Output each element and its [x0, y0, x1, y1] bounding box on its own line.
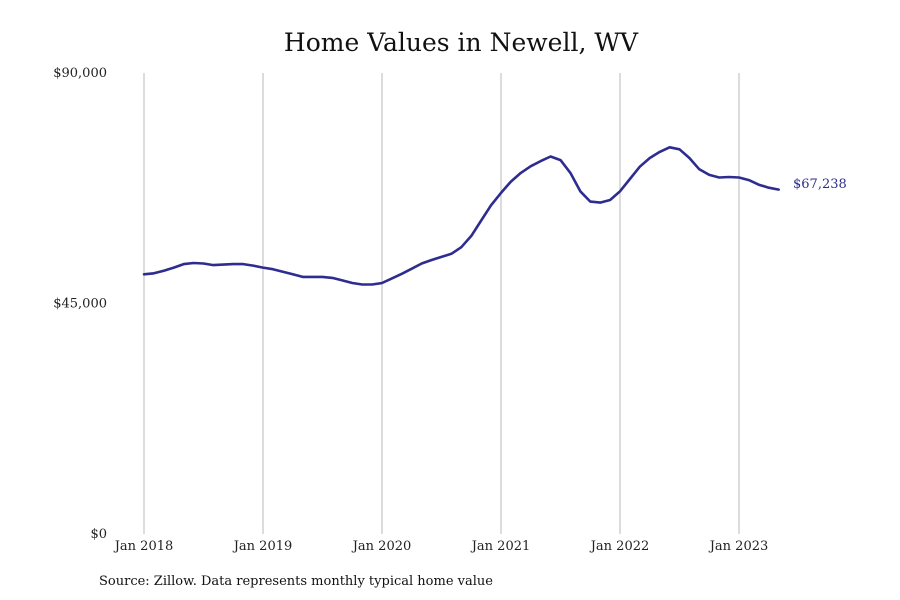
- y-tick-label: $0: [90, 527, 107, 542]
- latest-value-label: $67,238: [793, 177, 847, 192]
- x-tick-label: Jan 2023: [708, 539, 769, 554]
- x-tick-label: Jan 2020: [351, 539, 412, 554]
- source-note: Source: Zillow. Data represents monthly …: [99, 574, 493, 589]
- y-tick-label: $90,000: [53, 66, 107, 81]
- y-axis-ticks: $90,000 $45,000 $0: [53, 66, 107, 542]
- grid-lines: [143, 73, 740, 534]
- x-tick-label: Jan 2022: [589, 539, 650, 554]
- y-tick-label: $45,000: [53, 297, 107, 312]
- x-axis-ticks: Jan 2018 Jan 2019 Jan 2020 Jan 2021 Jan 2022…: [113, 539, 769, 554]
- home-value-line: [142, 146, 780, 286]
- x-tick-label: Jan 2019: [232, 539, 293, 554]
- chart-title: Home Values in Newell, WV: [284, 28, 639, 57]
- x-tick-label: Jan 2021: [470, 539, 531, 554]
- x-tick-label: Jan 2018: [113, 539, 174, 554]
